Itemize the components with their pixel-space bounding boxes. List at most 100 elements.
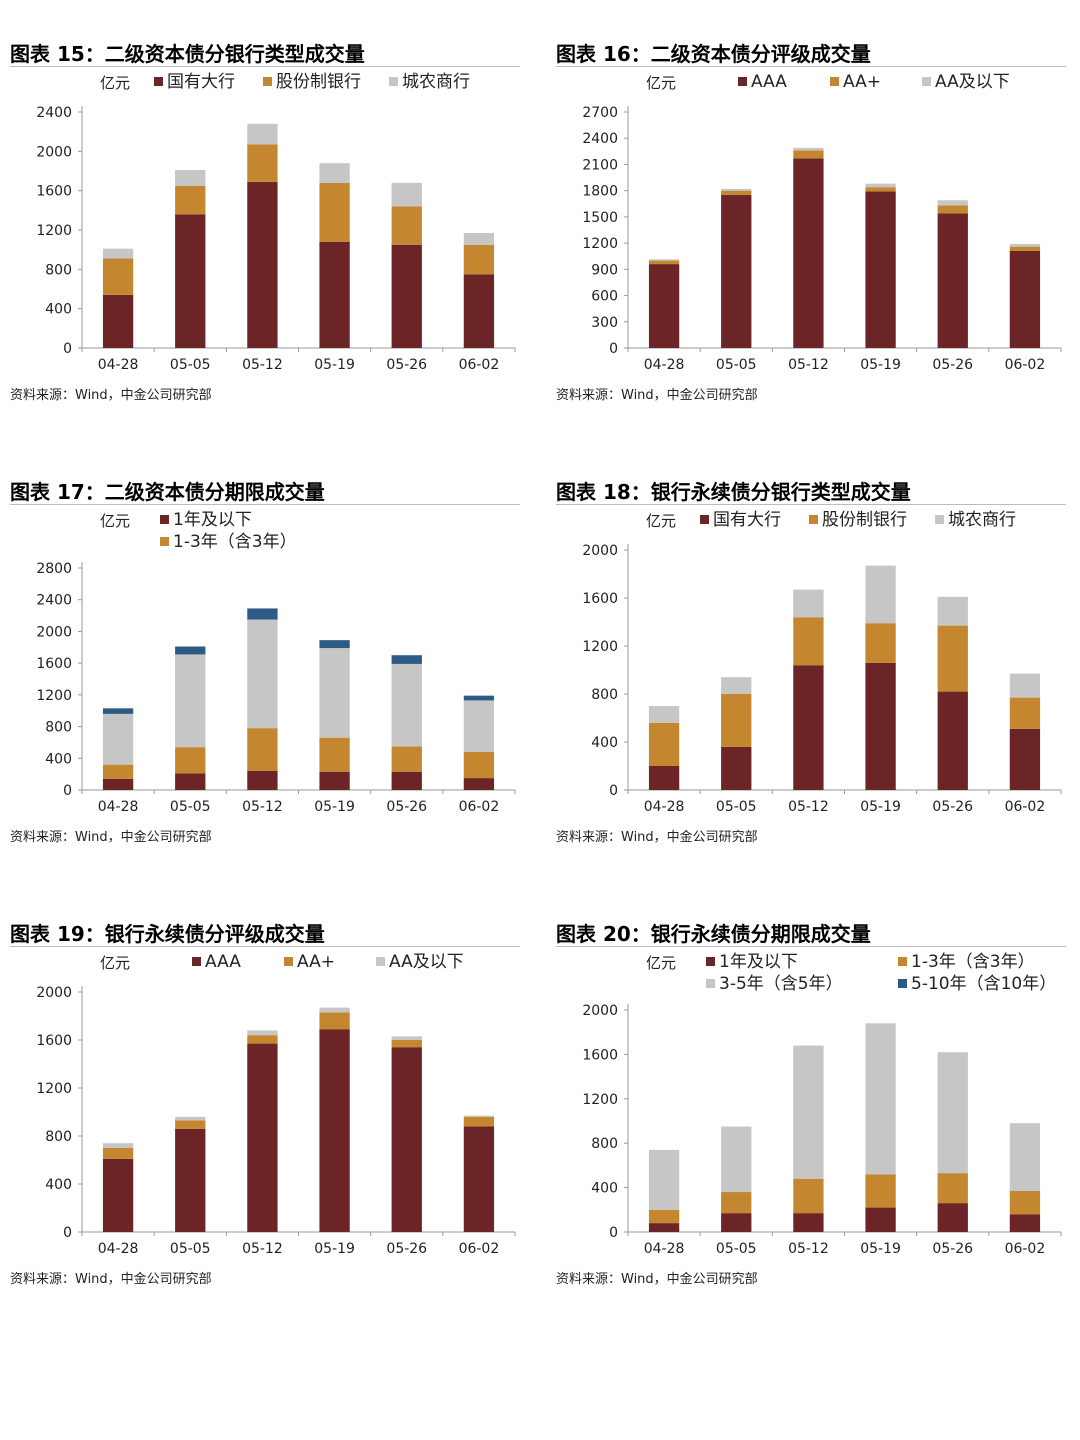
bar-segment [391, 655, 422, 664]
chart-panel-15: 图表 15：二级资本债分银行类型成交量 0 400 800 1200 1600 2000 2… [10, 38, 530, 468]
legend-swatch [706, 957, 715, 966]
x-tick-label: 05-19 [314, 1241, 355, 1257]
y-tick-label: 2400 [36, 593, 72, 609]
bar-segment [648, 766, 680, 790]
bar-segment [247, 770, 278, 790]
y-tick-label: 1600 [582, 591, 618, 607]
x-tick-label: 05-12 [788, 1241, 829, 1257]
y-tick-label: 1600 [36, 184, 72, 200]
bar-segment [721, 190, 752, 196]
legend-swatch [922, 77, 931, 86]
x-tick-label: 05-12 [242, 357, 283, 373]
bar-segment [175, 747, 206, 774]
unit-label: 亿元 [646, 512, 676, 530]
unit-label: 亿元 [100, 74, 130, 92]
bar-segment [721, 1126, 752, 1193]
source-note: 资料来源：Wind，中金公司研究部 [556, 388, 758, 403]
legend-label: AAA [205, 952, 241, 972]
legend-swatch [284, 957, 293, 966]
title-rule [556, 66, 1066, 67]
chart-title: 图表 20：银行永续债分期限成交量 [556, 922, 871, 946]
bar-segment [175, 214, 206, 348]
bar-segment [793, 1045, 824, 1179]
chart-title: 图表 16：二级资本债分评级成交量 [556, 42, 871, 66]
bar-segment [102, 708, 134, 714]
bar-segment [391, 1040, 422, 1048]
y-tick-label: 1200 [582, 639, 618, 655]
bar-segment [793, 589, 824, 618]
x-tick-label: 05-26 [932, 357, 973, 373]
x-tick-label: 04-28 [98, 799, 139, 815]
bar-segment [391, 771, 422, 790]
bar-segment [102, 248, 134, 259]
bar-segment [247, 144, 278, 182]
bar-segment [865, 662, 896, 790]
bar-segment [391, 1047, 422, 1232]
x-tick-label: 05-26 [386, 799, 427, 815]
x-tick-label: 05-12 [788, 357, 829, 373]
x-tick-label: 05-26 [386, 1241, 427, 1257]
y-tick-label: 1800 [582, 184, 618, 200]
bar-segment [1009, 728, 1041, 790]
source-note: 资料来源：Wind，中金公司研究部 [556, 1272, 758, 1287]
bar-segment [793, 1178, 824, 1214]
legend-label: 5-10年（含10年） [911, 974, 1056, 994]
x-tick-label: 05-26 [932, 799, 973, 815]
bar-segment [175, 185, 206, 215]
bar-segment [1009, 697, 1041, 729]
chart-title: 图表 18：银行永续债分银行类型成交量 [556, 480, 911, 504]
bar-segment [937, 205, 968, 214]
bar-segment [1009, 250, 1041, 348]
y-tick-label: 2400 [582, 131, 618, 147]
x-tick-label: 05-05 [716, 799, 757, 815]
bar-segment [319, 163, 350, 183]
bar-segment [102, 1148, 134, 1159]
bar-segment [319, 241, 350, 348]
x-tick-label: 06-02 [459, 357, 500, 373]
bar-segment [175, 646, 206, 655]
bar-segment [247, 608, 278, 620]
bar-segment [247, 1030, 278, 1036]
y-tick-label: 400 [45, 1177, 72, 1193]
bar-segment [793, 617, 824, 666]
bar-segment [648, 264, 680, 348]
chart-panel-19: 图表 19：银行永续债分评级成交量 0 400 800 1200 1600 2000 亿元 A… [10, 918, 530, 1348]
bar-segment [319, 737, 350, 772]
bar-segment [175, 1128, 206, 1232]
x-tick-label: 05-05 [170, 1241, 211, 1257]
legend-label: 1年及以下 [719, 952, 798, 972]
bar-segment [648, 1223, 680, 1232]
bar-segment [1009, 246, 1041, 251]
y-tick-label: 0 [609, 783, 618, 799]
bar-segment [319, 182, 350, 242]
y-tick-label: 2400 [36, 105, 72, 121]
bar-segment [1009, 1123, 1041, 1191]
bar-segment [391, 244, 422, 348]
bar-segment [463, 232, 495, 245]
y-tick-label: 400 [591, 735, 618, 751]
x-tick-label: 04-28 [644, 357, 685, 373]
legend-swatch [389, 77, 398, 86]
bar-segment [102, 258, 134, 295]
y-tick-label: 1200 [582, 1092, 618, 1108]
y-tick-label: 300 [591, 315, 618, 331]
bar-segment [865, 565, 896, 624]
y-tick-label: 2000 [36, 144, 72, 160]
bar-segment [793, 158, 824, 348]
legend-label: 国有大行 [713, 510, 781, 530]
bar-segment [247, 123, 278, 145]
y-tick-label: 1200 [36, 688, 72, 704]
bar-segment [1009, 1190, 1041, 1215]
legend-label: AAA [751, 72, 787, 92]
y-tick-label: 2000 [36, 985, 72, 1001]
bar-segment [721, 677, 752, 694]
unit-label: 亿元 [100, 954, 130, 972]
title-rule [10, 504, 520, 505]
bar-segment [175, 1116, 206, 1121]
y-tick-label: 1600 [36, 1033, 72, 1049]
bar-segment [391, 182, 422, 207]
y-tick-label: 1200 [36, 1081, 72, 1097]
title-rule [556, 504, 1066, 505]
source-note: 资料来源：Wind，中金公司研究部 [556, 830, 758, 845]
bar-segment [721, 195, 752, 348]
